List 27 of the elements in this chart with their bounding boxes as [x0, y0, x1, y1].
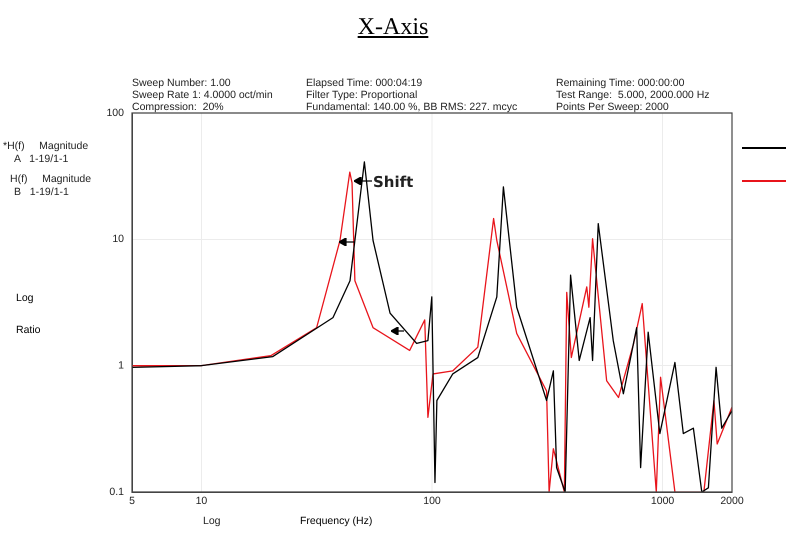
y-tick-label: 0.1	[109, 486, 124, 498]
text: B 1-19/1-1	[14, 186, 69, 198]
text: Sweep Number: 1.00	[132, 77, 231, 89]
x-axis-title: Frequency (Hz)	[300, 515, 372, 527]
x-tick-label: 100	[423, 495, 441, 508]
text: Log Ratio	[16, 292, 41, 336]
chart-title: X-Axis	[356, 14, 430, 41]
y-tick-label: 10	[112, 233, 124, 246]
text: Filter Type: Proportional	[306, 89, 418, 101]
annotation: Shift	[373, 173, 414, 191]
y-tick-label: 1	[118, 360, 124, 372]
x-tick-label: 5	[129, 495, 136, 508]
x-tick-label: 1000	[650, 495, 674, 508]
text: Points Per Sweep: 2000	[556, 101, 669, 113]
text: *H(f) Magnitude	[3, 140, 88, 152]
text: H(f) Magnitude	[10, 173, 92, 185]
text: A 1-19/1-1	[14, 153, 68, 165]
text: Sweep Rate 1: 4.0000 oct/min	[132, 89, 273, 101]
y-tick-label: 100	[106, 106, 124, 119]
text: Test Range: 5.000, 2000.000 Hz	[556, 89, 710, 101]
x-tick-label: 2000	[720, 495, 744, 508]
text: Log	[203, 515, 221, 527]
x-tick-label: 10	[196, 495, 208, 508]
text: Fundamental: 140.00 %, BB RMS: 227. mcyc	[306, 101, 518, 113]
text: Remaining Time: 000:00:00	[556, 77, 684, 89]
text: Compression: 20%	[132, 101, 224, 113]
text: Elapsed Time: 000:04:19	[306, 77, 422, 89]
